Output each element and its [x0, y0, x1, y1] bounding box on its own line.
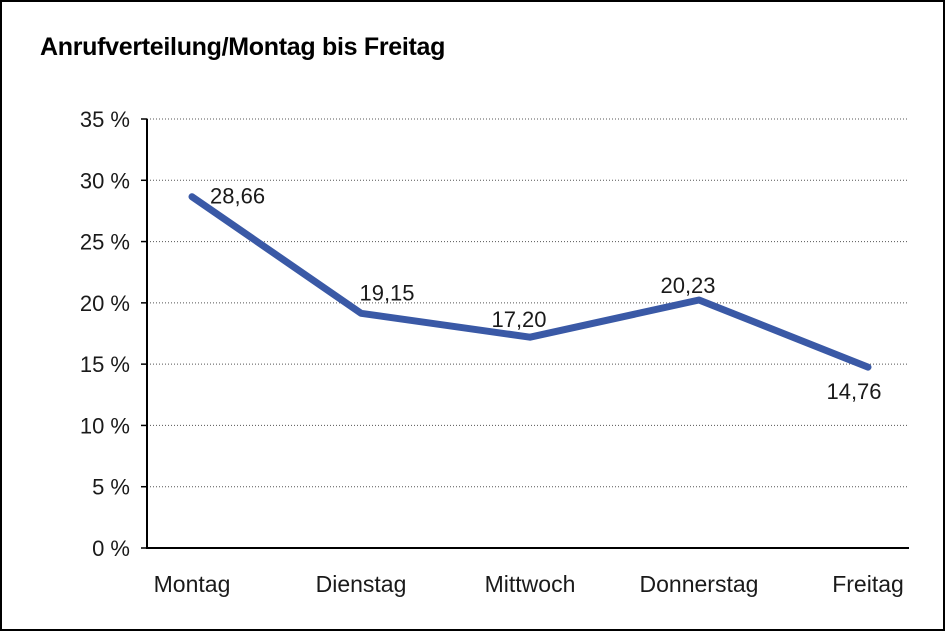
y-tick-label: 20 %: [80, 291, 130, 316]
chart-title: Anrufverteilung/Montag bis Freitag: [40, 33, 446, 61]
data-line: [188, 193, 872, 371]
x-tick-label: Donnerstag: [640, 571, 759, 597]
x-tick-label: Dienstag: [316, 571, 407, 597]
data-label: 17,20: [491, 307, 546, 332]
x-tick-label: Montag: [154, 571, 231, 597]
x-tick-label: Freitag: [832, 571, 904, 597]
y-tick-label: 15 %: [80, 352, 130, 377]
y-tick-label: 0 %: [92, 536, 130, 561]
y-tick-label: 10 %: [80, 413, 130, 438]
y-tick-label: 5 %: [92, 475, 130, 500]
data-label: 19,15: [359, 280, 414, 305]
y-tick-label: 30 %: [80, 168, 130, 193]
data-label: 28,66: [210, 184, 265, 209]
y-tick-label: 25 %: [80, 230, 130, 255]
x-tick-label: Mittwoch: [485, 571, 576, 597]
data-label: 14,76: [826, 379, 881, 404]
data-label: 20,23: [660, 273, 715, 298]
y-tick-label: 35 %: [80, 107, 130, 132]
